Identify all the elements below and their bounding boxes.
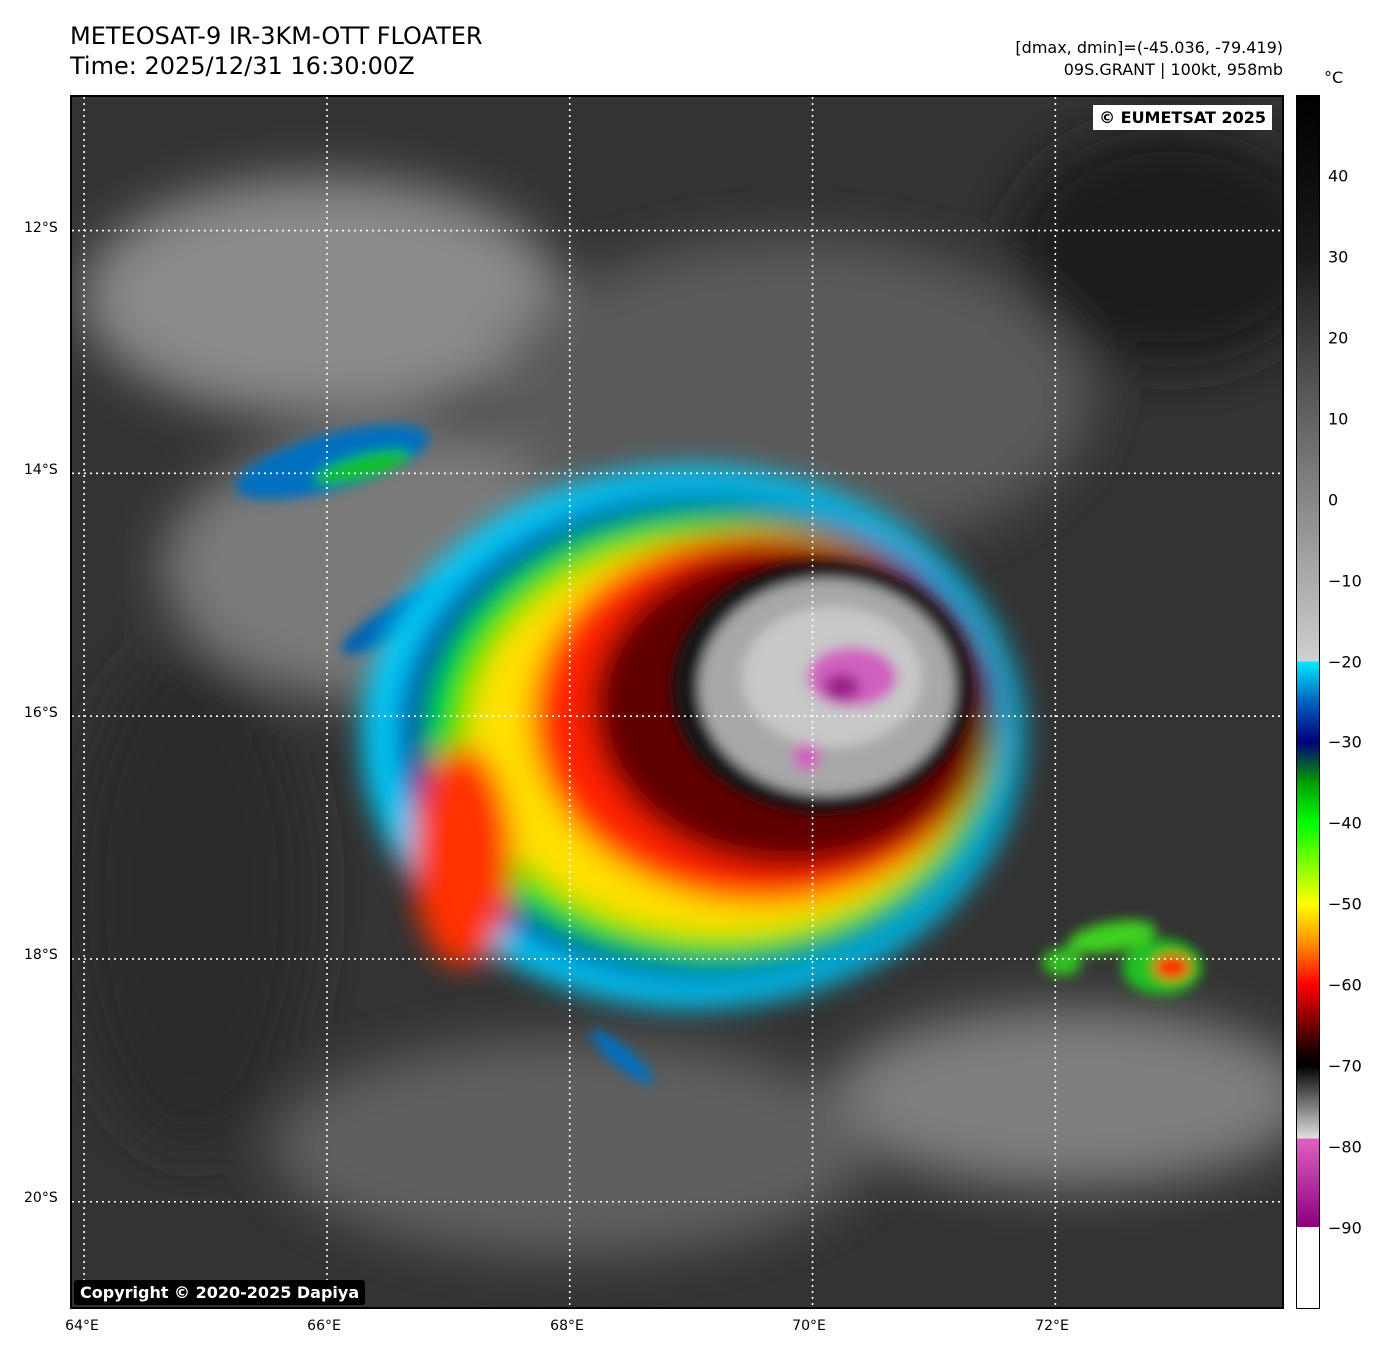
lon-label-66e: 66°E [307, 1318, 341, 1334]
colorbar-unit: °C [1324, 68, 1344, 87]
image-timestamp: Time: 2025/12/31 16:30:00Z [70, 52, 415, 80]
colorbar-tick-label: 0 [1328, 490, 1339, 510]
lon-label-70e: 70°E [792, 1318, 826, 1334]
lon-label-72e: 72°E [1035, 1318, 1069, 1334]
colorbar-tick-label: −60 [1328, 975, 1362, 995]
storm-info: 09S.GRANT | 100kt, 958mb [1063, 60, 1283, 79]
colorbar-tick-label: 20 [1328, 328, 1349, 348]
colorbar-tick-label: −90 [1328, 1218, 1362, 1238]
dapiya-copyright-badge: Copyright © 2020-2025 Dapiya [74, 1280, 366, 1305]
colorbar-tick-label: −40 [1328, 813, 1362, 833]
dmax-dmin-readout: [dmax, dmin]=(-45.036, -79.419) [1015, 38, 1283, 57]
lat-lon-grid [72, 97, 1282, 1307]
lat-label-20s: 20°S [24, 1190, 58, 1206]
image-title: METEOSAT-9 IR-3KM-OTT FLOATER [70, 22, 483, 50]
convective-bands [235, 424, 1202, 1084]
colorbar-tick-label: 40 [1328, 166, 1349, 186]
lat-label-16s: 16°S [24, 705, 58, 721]
colorbar-tick-label: 10 [1328, 409, 1349, 429]
lat-label-12s: 12°S [24, 220, 58, 236]
lon-label-68e: 68°E [550, 1318, 584, 1334]
colorbar-tick-label: −50 [1328, 894, 1362, 914]
colorbar-tick-label: −10 [1328, 571, 1362, 591]
colorbar-tick-label: −20 [1328, 652, 1362, 672]
colorbar-tick-label: −80 [1328, 1137, 1362, 1157]
lat-label-18s: 18°S [24, 947, 58, 963]
satellite-map: © EUMETSAT 2025 Copyright © 2020-2025 Da… [70, 95, 1284, 1309]
colorbar-tick-label: −70 [1328, 1056, 1362, 1076]
eumetsat-copyright-badge: © EUMETSAT 2025 [1093, 105, 1272, 130]
temperature-colorbar [1296, 95, 1320, 1309]
storm-eye [672, 562, 972, 812]
lon-label-64e: 64°E [65, 1318, 99, 1334]
lat-label-14s: 14°S [24, 462, 58, 478]
colorbar-tick-label: 30 [1328, 247, 1349, 267]
satellite-imagery [72, 97, 1282, 1307]
colorbar-tick-label: −30 [1328, 732, 1362, 752]
